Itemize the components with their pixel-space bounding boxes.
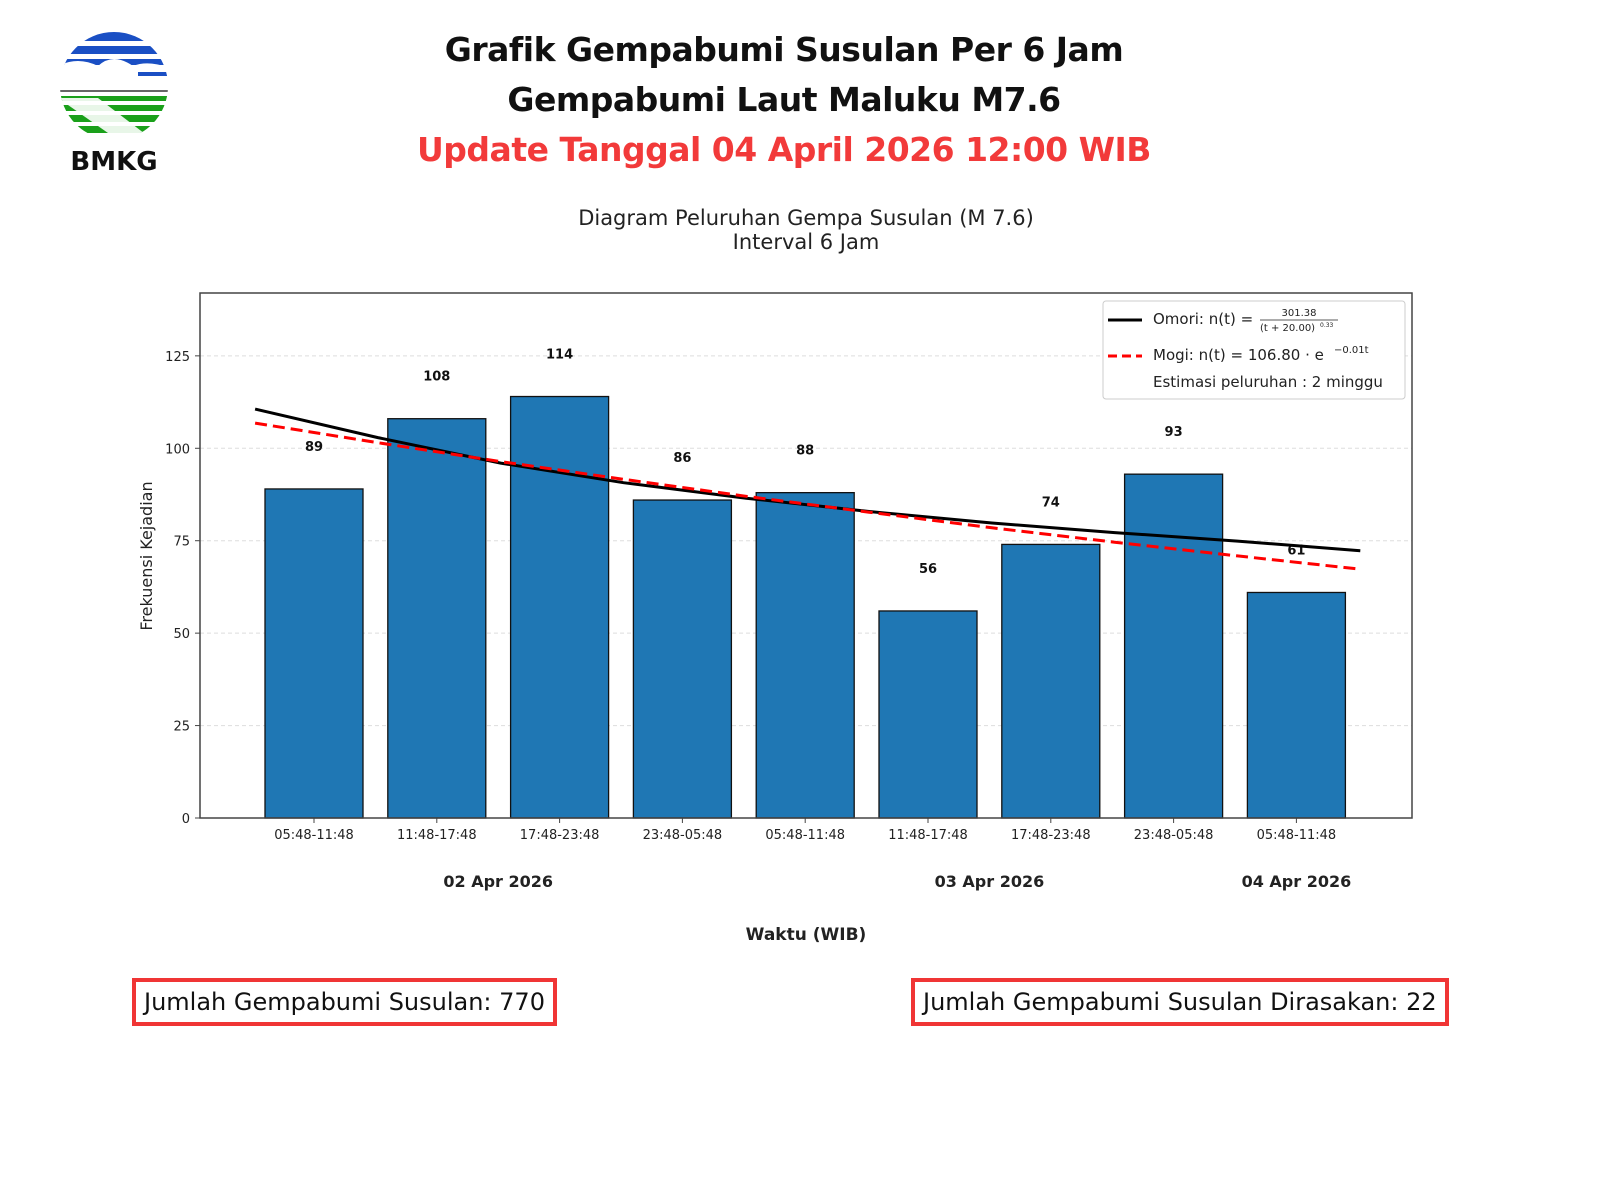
x-axis-label: Waktu (WIB): [746, 925, 867, 945]
bar: [632, 499, 733, 819]
x-tick-label: 05:48-11:48: [1257, 828, 1337, 843]
x-tick-label: 05:48-11:48: [274, 828, 354, 843]
bar-value-label: 86: [673, 451, 691, 466]
x-tick-label: 17:48-23:48: [1011, 828, 1091, 843]
bar-value-label: 88: [796, 444, 814, 459]
legend-omori-numerator: 301.38: [1282, 308, 1317, 319]
page-title: Grafik Gempabumi Susulan Per 6 Jam: [444, 30, 1124, 69]
date-label: 03 Apr 2026: [935, 872, 1045, 891]
bar: [1246, 591, 1347, 819]
felt-aftershocks-box: Jumlah Gempabumi Susulan Dirasakan: 22: [911, 978, 1449, 1026]
legend-estimate: Estimasi peluruhan : 2 minggu: [1153, 373, 1383, 391]
y-tick-label: 125: [165, 350, 190, 365]
bar: [387, 418, 487, 819]
bar-value-label: 56: [919, 562, 937, 577]
bar-value-label: 114: [546, 348, 573, 363]
x-tick-label: 23:48-05:48: [1134, 828, 1214, 843]
legend-omori-denominator: (t + 20.00): [1260, 323, 1315, 334]
page-subtitle: Gempabumi Laut Maluku M7.6: [507, 80, 1061, 119]
total-aftershocks-box: Jumlah Gempabumi Susulan: 770: [132, 978, 557, 1026]
x-tick-label: 11:48-17:48: [397, 828, 477, 843]
x-tick-label: 23:48-05:48: [643, 828, 723, 843]
y-tick-label: 100: [165, 442, 190, 457]
date-label: 04 Apr 2026: [1242, 872, 1352, 891]
y-tick-label: 0: [182, 812, 190, 827]
y-tick-label: 75: [173, 535, 190, 550]
bar: [509, 395, 610, 819]
logo-text: BMKG: [70, 147, 157, 177]
bar-value-label: 74: [1042, 495, 1060, 510]
x-tick-label: 05:48-11:48: [765, 828, 845, 843]
update-timestamp: Update Tanggal 04 April 2026 12:00 WIB: [417, 130, 1151, 169]
bar: [1001, 543, 1101, 819]
bar-value-label: 108: [423, 370, 450, 385]
bar: [755, 491, 855, 819]
bar: [878, 610, 978, 819]
bar-value-label: 89: [305, 440, 323, 455]
legend-omori-label: Omori: n(t) =: [1153, 310, 1253, 328]
date-label: 02 Apr 2026: [443, 872, 553, 891]
chart-subtitle: Interval 6 Jam: [733, 230, 880, 254]
legend-omori-exponent: 0.33: [1320, 322, 1334, 329]
y-tick-label: 25: [173, 720, 190, 735]
mogi-curve: [254, 421, 1361, 571]
legend: Omori: n(t) = 301.38 (t + 20.00) 0.33 Mo…: [1102, 300, 1406, 400]
legend-mogi-exponent: −0.01t: [1334, 345, 1369, 356]
x-tick-label: 11:48-17:48: [888, 828, 968, 843]
y-axis-label: Frekuensi Kejadian: [137, 481, 156, 630]
legend-mogi-label: Mogi: n(t) = 106.80 · e: [1153, 346, 1324, 364]
x-tick-label: 17:48-23:48: [520, 828, 600, 843]
chart-title: Diagram Peluruhan Gempa Susulan (M 7.6): [578, 206, 1034, 230]
plot-frame: [199, 292, 1413, 819]
bar: [1123, 473, 1224, 819]
bar-value-label: 93: [1165, 425, 1183, 440]
bmkg-logo: BMKG: [58, 32, 170, 182]
bar: [264, 488, 364, 819]
y-tick-label: 50: [173, 627, 190, 642]
